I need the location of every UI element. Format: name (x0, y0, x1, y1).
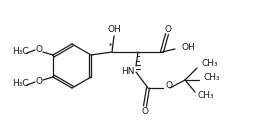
Text: H₃C: H₃C (12, 47, 28, 56)
Text: H₃C: H₃C (12, 80, 28, 89)
Text: O: O (166, 81, 173, 90)
Text: OH: OH (181, 44, 195, 52)
Text: HN: HN (121, 67, 135, 76)
Text: O: O (141, 107, 148, 117)
Text: O: O (164, 24, 171, 33)
Polygon shape (112, 36, 114, 53)
Text: OH: OH (107, 26, 121, 35)
Text: O: O (35, 78, 42, 86)
Text: CH₃: CH₃ (202, 60, 219, 69)
Text: CH₃: CH₃ (204, 73, 221, 83)
Text: O: O (35, 46, 42, 55)
Text: CH₃: CH₃ (198, 92, 215, 101)
